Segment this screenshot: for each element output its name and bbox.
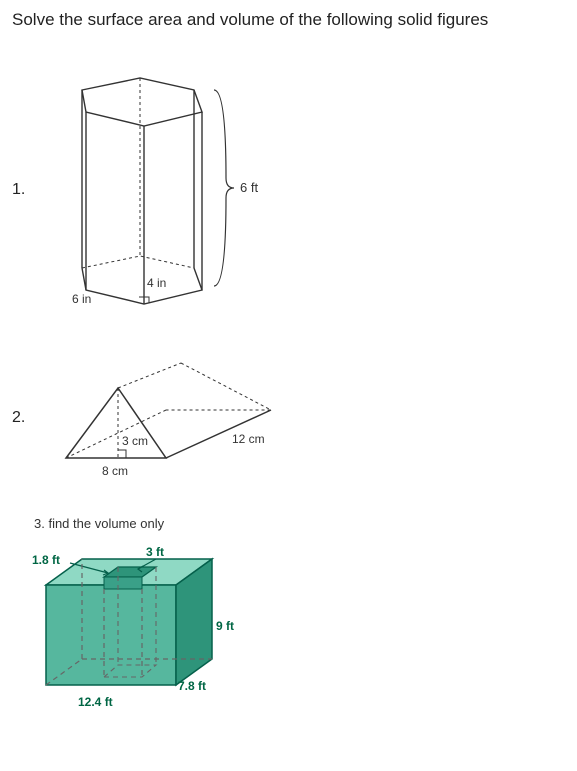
label-tri-length: 12 cm	[232, 432, 265, 446]
label-side-6in: 6 in	[72, 292, 91, 306]
figure-2-tri-prism: 3 cm 8 cm 12 cm	[36, 348, 296, 488]
label-depth: 7.8 ft	[178, 679, 206, 693]
label-height-6ft: 6 ft	[240, 180, 258, 195]
label-tri-height: 3 cm	[122, 434, 148, 448]
problem-1: 1. 6 ft 4 in 6 in	[12, 60, 565, 320]
problem-2-number: 2.	[12, 409, 36, 427]
figure-3-box-with-hole: 1.8 ft 3 ft 9 ft 7.8 ft 12.4 ft	[16, 539, 256, 719]
page-title: Solve the surface area and volume of the…	[12, 10, 565, 30]
problem-1-number: 1.	[12, 181, 36, 199]
label-hole-h: 1.8 ft	[32, 553, 60, 567]
problem-2: 2. 3 cm 8 cm 12 cm	[12, 348, 565, 488]
label-side-h: 9 ft	[216, 619, 234, 633]
problem-3-instruction: 3. find the volume only	[34, 516, 565, 531]
figure-1-hex-prism: 6 ft 4 in 6 in	[36, 60, 276, 320]
label-apothem-4in: 4 in	[147, 276, 166, 290]
label-width: 12.4 ft	[78, 695, 113, 709]
problem-3: 1.8 ft 3 ft 9 ft 7.8 ft 12.4 ft	[16, 539, 565, 719]
label-tri-base: 8 cm	[102, 464, 128, 478]
label-hole-w: 3 ft	[146, 545, 164, 559]
